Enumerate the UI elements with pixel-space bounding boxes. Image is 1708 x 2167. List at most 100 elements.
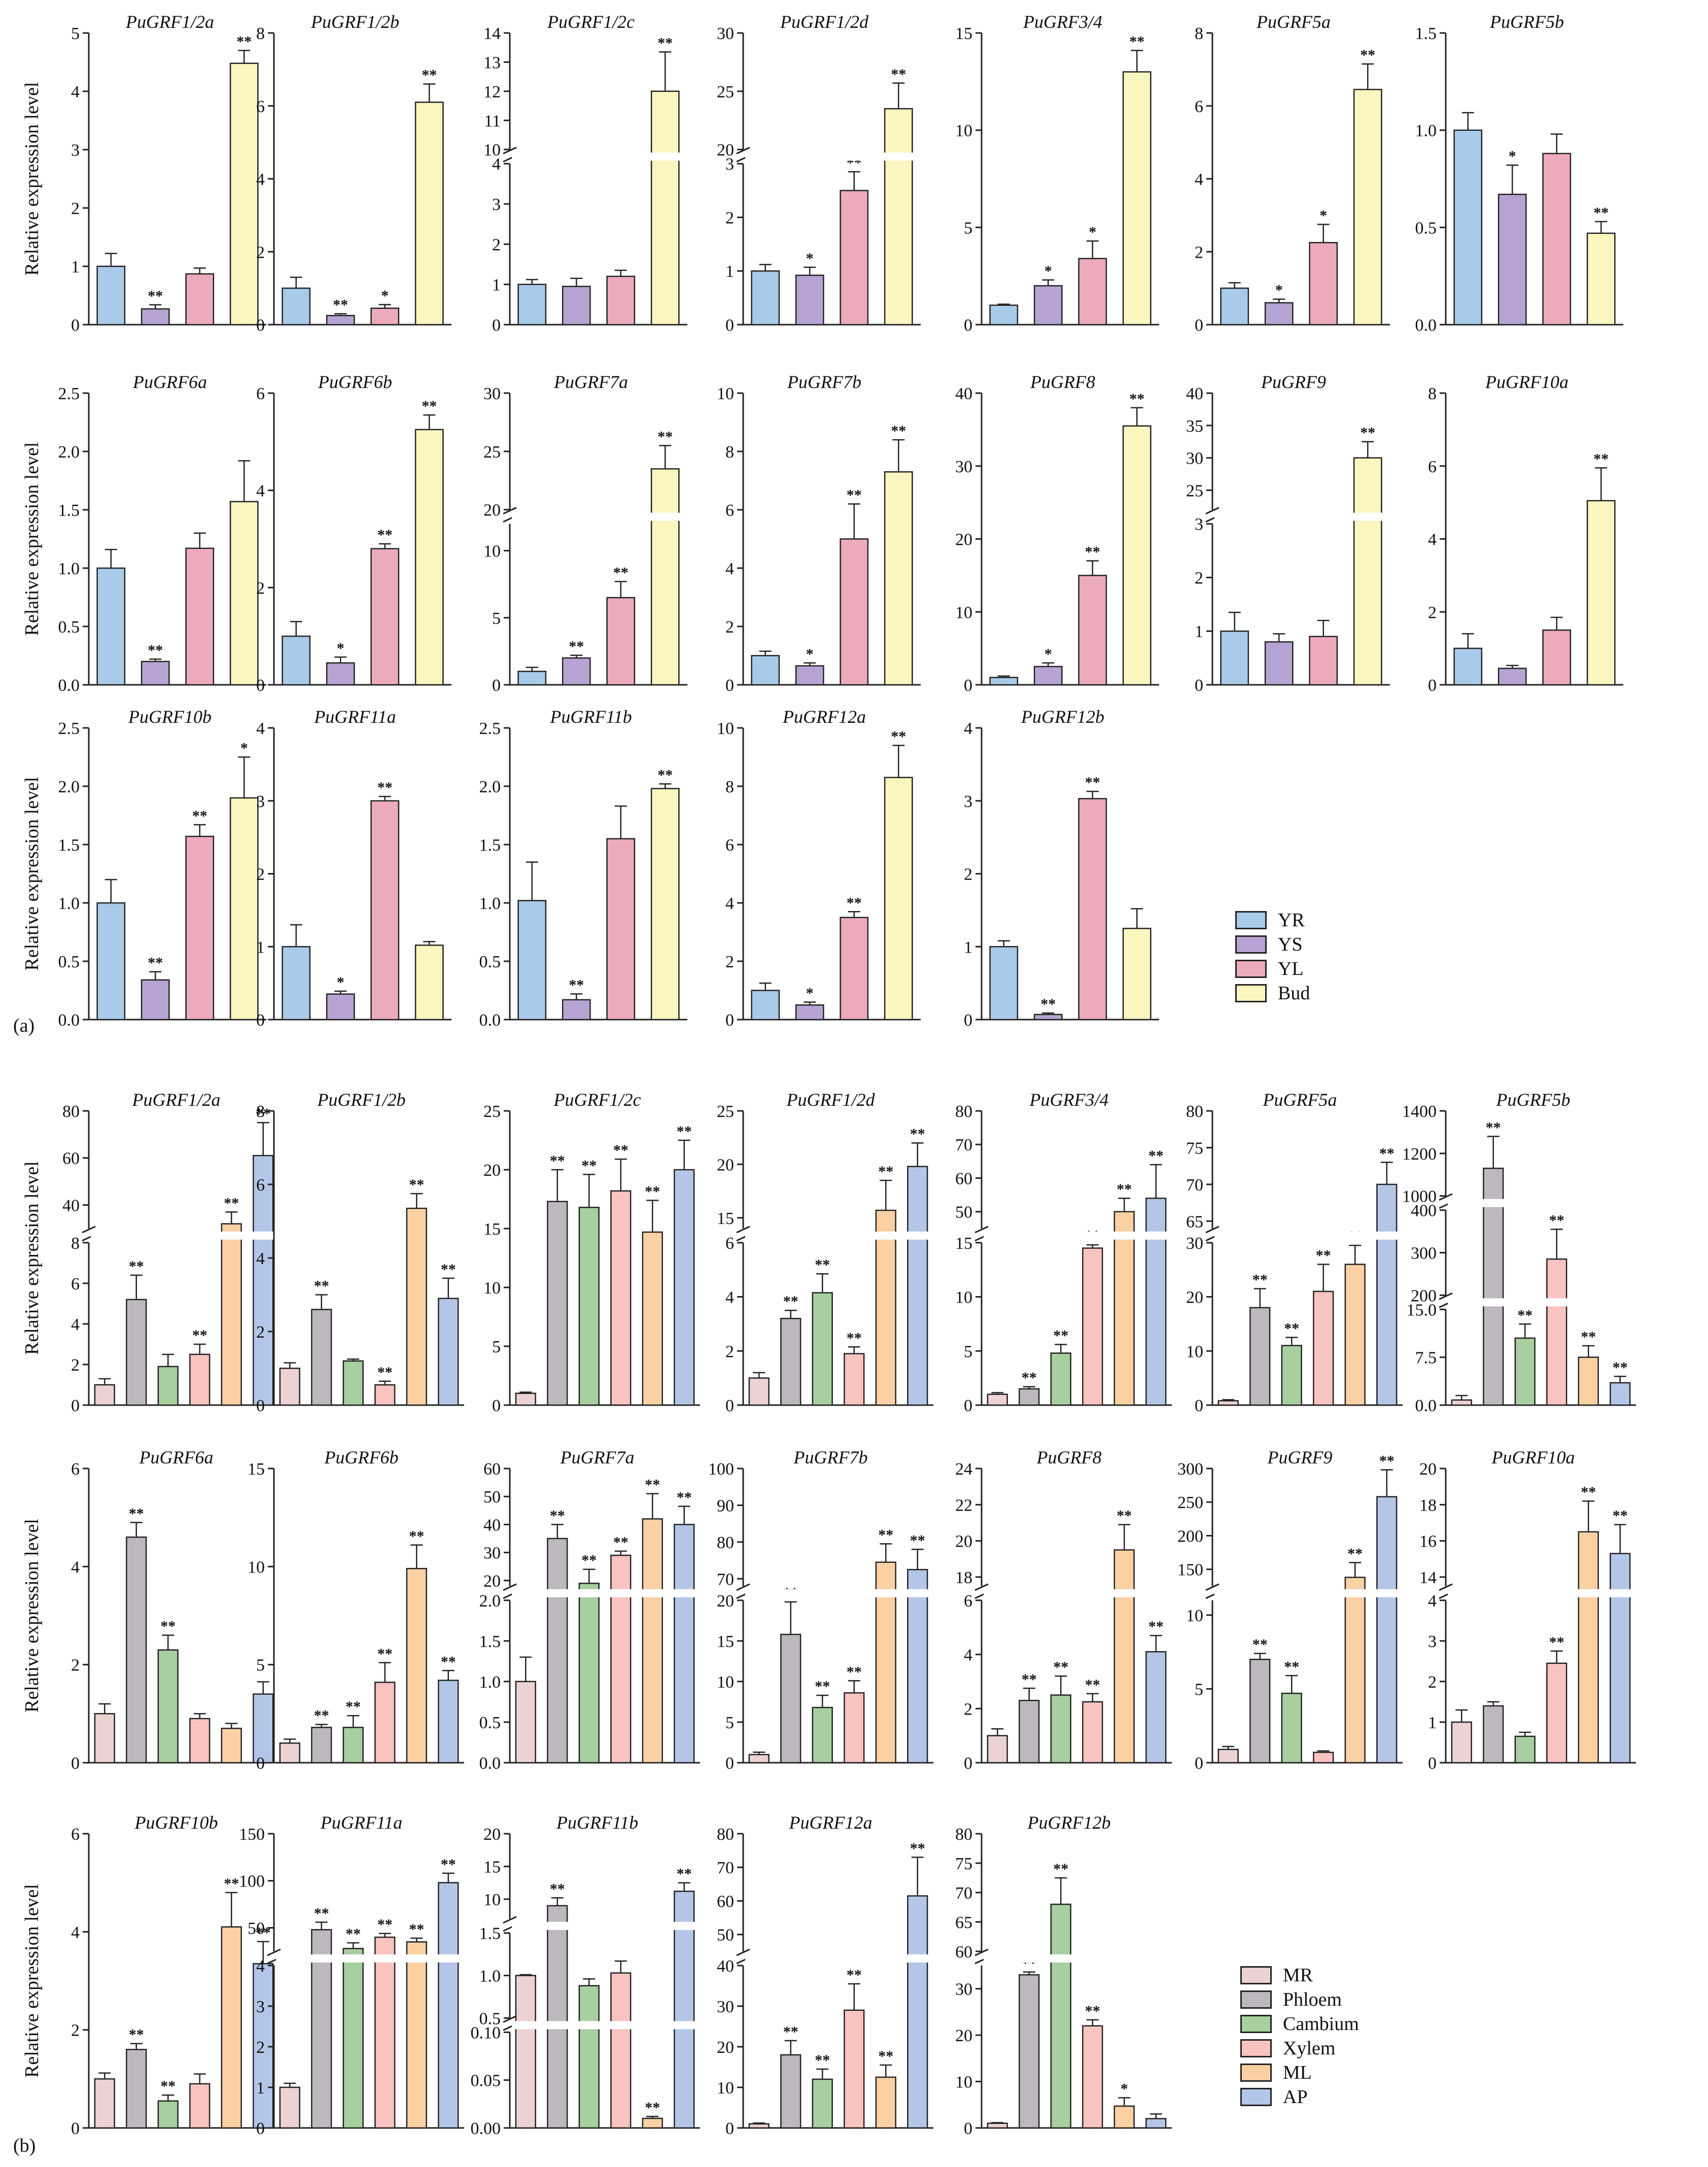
legend-label: ML [1283,2062,1312,2083]
bar [229,62,259,326]
significance-label: ** [569,638,584,655]
significance-label: ** [569,976,584,993]
bar [438,1680,459,1764]
bar [1220,630,1249,686]
bar [406,1567,427,1764]
y-tick-label: 2 [71,1656,80,1675]
legend-label: YS [1278,934,1303,955]
bar [282,287,311,326]
legend-item: Phloem [1240,1987,1359,2012]
legend-swatch [1235,984,1267,1002]
y-tick-label: 25 [1186,481,1203,500]
y-tick-label: 10 [955,122,972,141]
y-tick-label: 10 [483,542,501,561]
bar [221,1926,242,2129]
y-tick-label: 5 [1195,1680,1203,1699]
bar [1217,1749,1239,1764]
y-tick-label: 0 [725,1754,734,1773]
axis-break-gap [512,512,689,521]
y-tick-label: 0 [725,316,734,335]
chart-title: PuGRF6a [139,1447,214,1467]
y-tick-label: 1 [71,258,80,276]
bar [1113,1549,1135,1764]
bar [311,1309,332,1406]
bar [578,1206,600,1406]
axis-break-gap [745,1589,935,1597]
y-tick-label: 2.0 [479,778,501,796]
bar [253,1155,274,1406]
y-tick-label: 3 [256,1998,265,2016]
y-tick-label: 15 [248,1460,265,1479]
y-tick-label: 13 [483,53,501,72]
chart-title: PuGRF1/2a [132,1090,221,1110]
bar-chart: PuGRF11b 0.0 0.5 1.0 1.5 2.0 2.5 ** ** [479,707,687,1030]
y-tick-label: 3 [256,792,265,811]
significance-label: ** [409,1921,424,1938]
bar [840,917,869,1021]
significance-label: ** [1613,1359,1628,1376]
y-axis-label: Relative expression level [21,1884,43,2078]
chart-title: PuGRF10a [1491,1447,1575,1467]
significance-label: ** [613,1142,629,1159]
bar [780,2054,801,2129]
y-tick-label: 0 [71,1396,80,1415]
bar [326,993,355,1021]
bar [1264,302,1294,326]
axis-break [503,147,517,155]
bar [185,547,215,686]
significance-label: ** [815,1256,830,1273]
y-tick-label: 20 [483,1825,501,1844]
significance-label: ** [1486,1119,1501,1136]
chart-title: PuGRF9 [1261,372,1326,392]
y-tick-label: 80 [1186,1102,1203,1121]
bar [989,677,1019,686]
bar [1113,1211,1135,1406]
y-tick-label: 0 [1428,676,1437,695]
significance-label: ** [1252,1636,1268,1653]
y-tick-label: 8 [725,443,734,462]
axis-break [503,1916,517,1924]
axis-break-gap [984,1231,1174,1240]
y-tick-label: 2.0 [58,443,80,462]
bar [141,308,170,326]
significance-label: ** [878,1163,893,1180]
y-tick-label: 0.5 [479,953,501,971]
chart-title: PuGRF9 [1267,1447,1333,1467]
y-tick-label: 25 [483,1102,501,1121]
bar [642,1518,663,1764]
y-tick-label: 80 [955,1102,972,1121]
y-tick-label: 0.0 [479,1754,501,1773]
y-tick-label: 15 [717,1209,734,1228]
significance-label: ** [148,642,163,658]
significance-label: ** [1053,1327,1068,1344]
axis-break-gap [745,1954,935,1963]
y-tick-label: 300 [1177,1460,1203,1479]
legend-item: YL [1235,957,1310,981]
y-tick-label: 4 [71,83,80,101]
chart-title: PuGRF5a [1256,12,1331,32]
bar [989,304,1019,326]
bar [875,1209,896,1406]
bar [1082,2025,1103,2129]
bar [884,108,913,326]
y-tick-label: 2 [256,579,265,598]
bar [374,1682,396,1764]
bar [282,946,311,1021]
significance-label: ** [441,1261,456,1278]
y-tick-label: 30 [1186,449,1203,468]
significance-label: ** [1252,1272,1268,1288]
axis-break [736,1226,750,1234]
axis-break [1205,1583,1219,1591]
bar [987,1393,1008,1406]
significance-label: ** [345,1926,361,1942]
y-tick-label: 5 [492,1338,501,1356]
y-tick-label: 250 [1177,1493,1203,1512]
significance-label: ** [377,1916,393,1933]
significance-label: ** [1022,1370,1037,1386]
